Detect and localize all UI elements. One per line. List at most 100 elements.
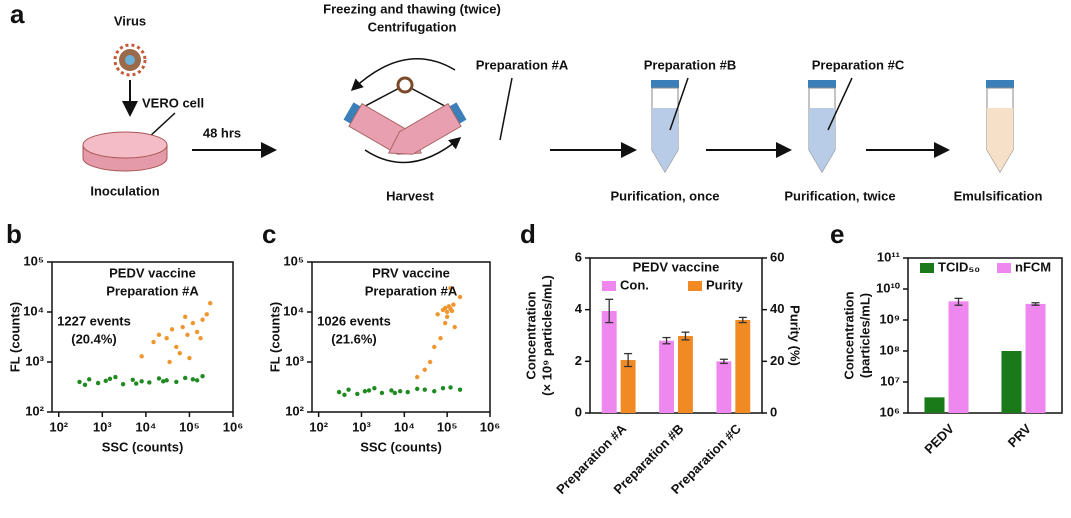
chart-title: PEDV vaccine	[633, 259, 720, 274]
point	[355, 391, 360, 397]
y2-tick-label: 20	[770, 353, 784, 368]
y-tick-label: 10¹⁰	[876, 280, 901, 295]
panel-label: c	[262, 219, 276, 249]
annotation: (21.6%)	[331, 331, 377, 346]
label: 48 hrs	[203, 125, 241, 140]
annotation: Preparation #A	[106, 283, 199, 298]
point	[156, 376, 162, 381]
annotation: PRV vaccine	[372, 265, 450, 280]
point	[208, 300, 213, 306]
point	[422, 387, 427, 392]
bar	[1001, 351, 1022, 413]
point	[435, 312, 440, 317]
point	[457, 294, 463, 300]
point	[161, 379, 166, 384]
point	[120, 381, 126, 387]
point	[113, 374, 118, 380]
x-tick-label: 10⁴	[394, 419, 415, 434]
point	[366, 388, 372, 393]
bar	[948, 301, 969, 413]
point	[427, 359, 433, 365]
point	[442, 305, 448, 311]
legend-label: Con.	[620, 277, 649, 292]
y-tick-label: 10²	[285, 403, 304, 418]
annotation: Preparation #A	[365, 283, 458, 298]
panel-a: a Virus VERO cell Inoculation 48 hrs Fre…	[10, 0, 1042, 203]
x-tick-label: 10⁴	[135, 419, 156, 434]
point	[397, 389, 403, 394]
point	[164, 335, 169, 341]
point	[169, 327, 175, 332]
label: Inoculation	[90, 183, 159, 198]
y-tick-label: 10¹¹	[877, 249, 900, 264]
point	[139, 354, 144, 359]
point	[103, 378, 108, 384]
pointer	[147, 112, 176, 139]
legend-swatch	[602, 281, 616, 291]
error-bar	[954, 297, 963, 306]
plot-frame	[589, 257, 763, 414]
point	[444, 309, 450, 315]
point	[194, 378, 200, 383]
petri-dish	[82, 131, 168, 172]
bar	[659, 340, 674, 413]
point	[198, 335, 203, 341]
chart: e 10⁶ 10⁷ 10⁸ 10⁹ 10¹⁰ 10¹¹ Concentration (parti…	[830, 219, 1063, 457]
x-tick-label: 10⁵	[437, 419, 458, 434]
annotation: 1026 events	[317, 313, 391, 328]
point	[190, 377, 196, 382]
annotation: (20.4%)	[71, 331, 117, 346]
annotation: 1227 events	[57, 313, 131, 328]
x-tick-label: 10⁶	[480, 419, 500, 434]
tube	[387, 102, 467, 155]
bar	[716, 361, 732, 413]
label: Virus	[114, 13, 146, 28]
point	[174, 379, 179, 385]
plot-frame	[311, 261, 491, 413]
point	[190, 320, 196, 326]
point	[415, 386, 420, 392]
point	[422, 367, 427, 372]
point	[147, 380, 152, 385]
bar	[678, 336, 693, 413]
arrow	[350, 58, 456, 92]
legend-swatch	[997, 263, 1011, 273]
legend-swatch	[688, 281, 702, 291]
label: Preparation #A	[476, 57, 569, 72]
y-tick-label: 2	[575, 353, 582, 368]
point	[448, 385, 453, 390]
point	[336, 389, 342, 395]
y-tick-label: 10⁶	[880, 404, 900, 419]
point	[342, 392, 347, 398]
y2-tick-label: 40	[770, 301, 784, 316]
label: VERO cell	[142, 95, 204, 110]
point	[151, 339, 156, 345]
bar	[924, 397, 945, 413]
plot-frame	[51, 261, 234, 413]
bar	[601, 310, 617, 413]
point	[130, 377, 135, 383]
point	[180, 324, 185, 330]
tube	[651, 80, 679, 173]
label: Preparation #B	[644, 57, 736, 72]
point	[82, 382, 88, 387]
y-axis-label: (× 10⁹ particles/mL)	[539, 275, 554, 396]
point	[177, 350, 182, 356]
point	[432, 344, 437, 350]
y-axis-label: Concentration	[523, 291, 538, 379]
arrow	[364, 137, 462, 164]
label: Purification, once	[610, 188, 719, 203]
point	[139, 379, 144, 384]
point	[95, 380, 101, 386]
x-tick-label: 10³	[352, 419, 371, 434]
legend-swatch	[920, 263, 934, 273]
y-tick-label: 10⁵	[283, 253, 304, 268]
point	[451, 302, 456, 307]
x-tick-label: 10²	[49, 419, 68, 434]
point	[432, 389, 437, 394]
point	[457, 387, 463, 392]
panel-label: e	[830, 219, 844, 249]
tube	[986, 80, 1014, 173]
point	[174, 344, 179, 350]
